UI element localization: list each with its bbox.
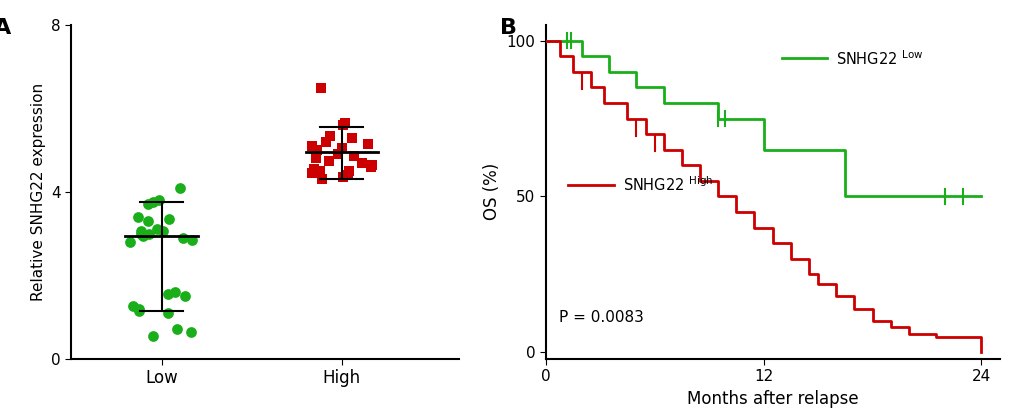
Point — [312, 168, 328, 174]
Point — [305, 166, 321, 172]
Point — [333, 145, 350, 151]
Point — [175, 234, 192, 241]
Point — [145, 199, 161, 206]
Point — [345, 153, 362, 160]
Point — [177, 293, 194, 299]
Point — [364, 161, 380, 168]
Point — [309, 147, 325, 153]
Point — [314, 176, 330, 183]
Text: B: B — [500, 18, 517, 38]
Point — [130, 305, 147, 312]
Point — [339, 172, 356, 178]
Point — [360, 141, 376, 147]
Y-axis label: OS (%): OS (%) — [482, 163, 500, 221]
Point — [130, 307, 147, 314]
Point — [343, 134, 360, 141]
Point — [183, 236, 200, 243]
Point — [155, 228, 171, 235]
Text: P = 0.0083: P = 0.0083 — [558, 310, 644, 325]
Point — [129, 214, 146, 220]
Point — [313, 84, 329, 91]
Point — [124, 303, 141, 310]
Point — [140, 218, 156, 224]
Point — [354, 159, 370, 166]
Point — [329, 151, 345, 158]
Point — [318, 138, 334, 145]
Y-axis label: Relative SNHG22 expression: Relative SNHG22 expression — [31, 83, 46, 301]
Point — [321, 132, 337, 139]
Point — [172, 184, 189, 191]
Point — [135, 232, 151, 239]
Point — [182, 328, 199, 335]
Point — [334, 122, 351, 128]
Point — [308, 155, 324, 162]
Point — [160, 309, 176, 316]
Point — [334, 174, 351, 181]
Point — [122, 239, 139, 245]
Point — [363, 163, 379, 170]
Text: A: A — [0, 18, 11, 38]
Point — [132, 230, 149, 237]
Point — [151, 197, 167, 203]
Point — [140, 201, 156, 208]
Point — [336, 120, 353, 126]
Point — [160, 216, 176, 222]
Point — [132, 228, 149, 235]
Point — [321, 157, 337, 164]
Point — [141, 230, 157, 237]
Text: SNHG22 $^{\mathregular{High}}$: SNHG22 $^{\mathregular{High}}$ — [623, 176, 712, 194]
X-axis label: Months after relapse: Months after relapse — [686, 389, 858, 407]
Point — [168, 326, 184, 333]
Point — [149, 226, 165, 233]
Point — [145, 332, 161, 339]
Point — [160, 291, 176, 297]
Text: SNHG22 $^{\mathregular{Low}}$: SNHG22 $^{\mathregular{Low}}$ — [836, 49, 922, 68]
Point — [340, 168, 357, 174]
Point — [304, 170, 320, 176]
Point — [303, 143, 319, 149]
Point — [167, 289, 183, 295]
